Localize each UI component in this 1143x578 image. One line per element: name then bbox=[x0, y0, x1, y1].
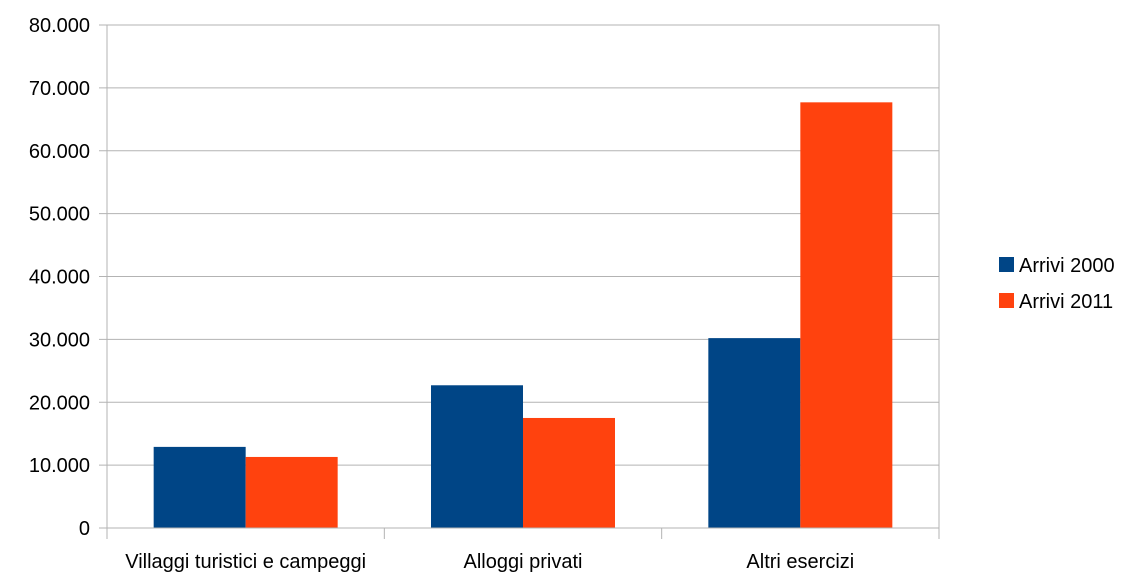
y-tick-label: 30.000 bbox=[29, 329, 90, 351]
legend-swatch bbox=[999, 257, 1014, 272]
x-category-label: Alloggi privati bbox=[464, 551, 583, 573]
y-tick-label: 0 bbox=[79, 518, 90, 540]
y-tick-label: 40.000 bbox=[29, 267, 90, 289]
y-tick-label: 80.000 bbox=[29, 15, 90, 37]
bar-arrivi-2000-3 bbox=[708, 338, 801, 528]
legend: Arrivi 2000 Arrivi 2011 bbox=[999, 255, 1115, 313]
bar-arrivi-2011-2 bbox=[523, 417, 615, 528]
y-tick-label: 20.000 bbox=[29, 392, 90, 414]
legend-label: Arrivi 2000 bbox=[1019, 255, 1115, 277]
bar-arrivi-2011-3 bbox=[800, 102, 893, 529]
x-axis-category-labels: Villaggi turistici e campeggi Alloggi pri… bbox=[125, 551, 854, 573]
bars bbox=[153, 102, 893, 529]
y-tick-label: 10.000 bbox=[29, 455, 90, 477]
x-category-label: Altri esercizi bbox=[746, 551, 854, 573]
y-tick-label: 50.000 bbox=[29, 204, 90, 226]
legend-label: Arrivi 2011 bbox=[1019, 291, 1113, 313]
bar-arrivi-2000-2 bbox=[431, 385, 523, 528]
y-axis-ticks: 0 10.000 20.000 30.000 40.000 50.000 60.000 70.… bbox=[29, 15, 107, 540]
y-tick-label: 70.000 bbox=[29, 78, 90, 100]
bar-arrivi-2000-1 bbox=[153, 446, 246, 528]
x-category-label: Villaggi turistici e campeggi bbox=[125, 551, 366, 573]
bar-arrivi-2011-1 bbox=[245, 456, 338, 528]
legend-swatch bbox=[999, 293, 1014, 308]
y-tick-label: 60.000 bbox=[29, 141, 90, 163]
